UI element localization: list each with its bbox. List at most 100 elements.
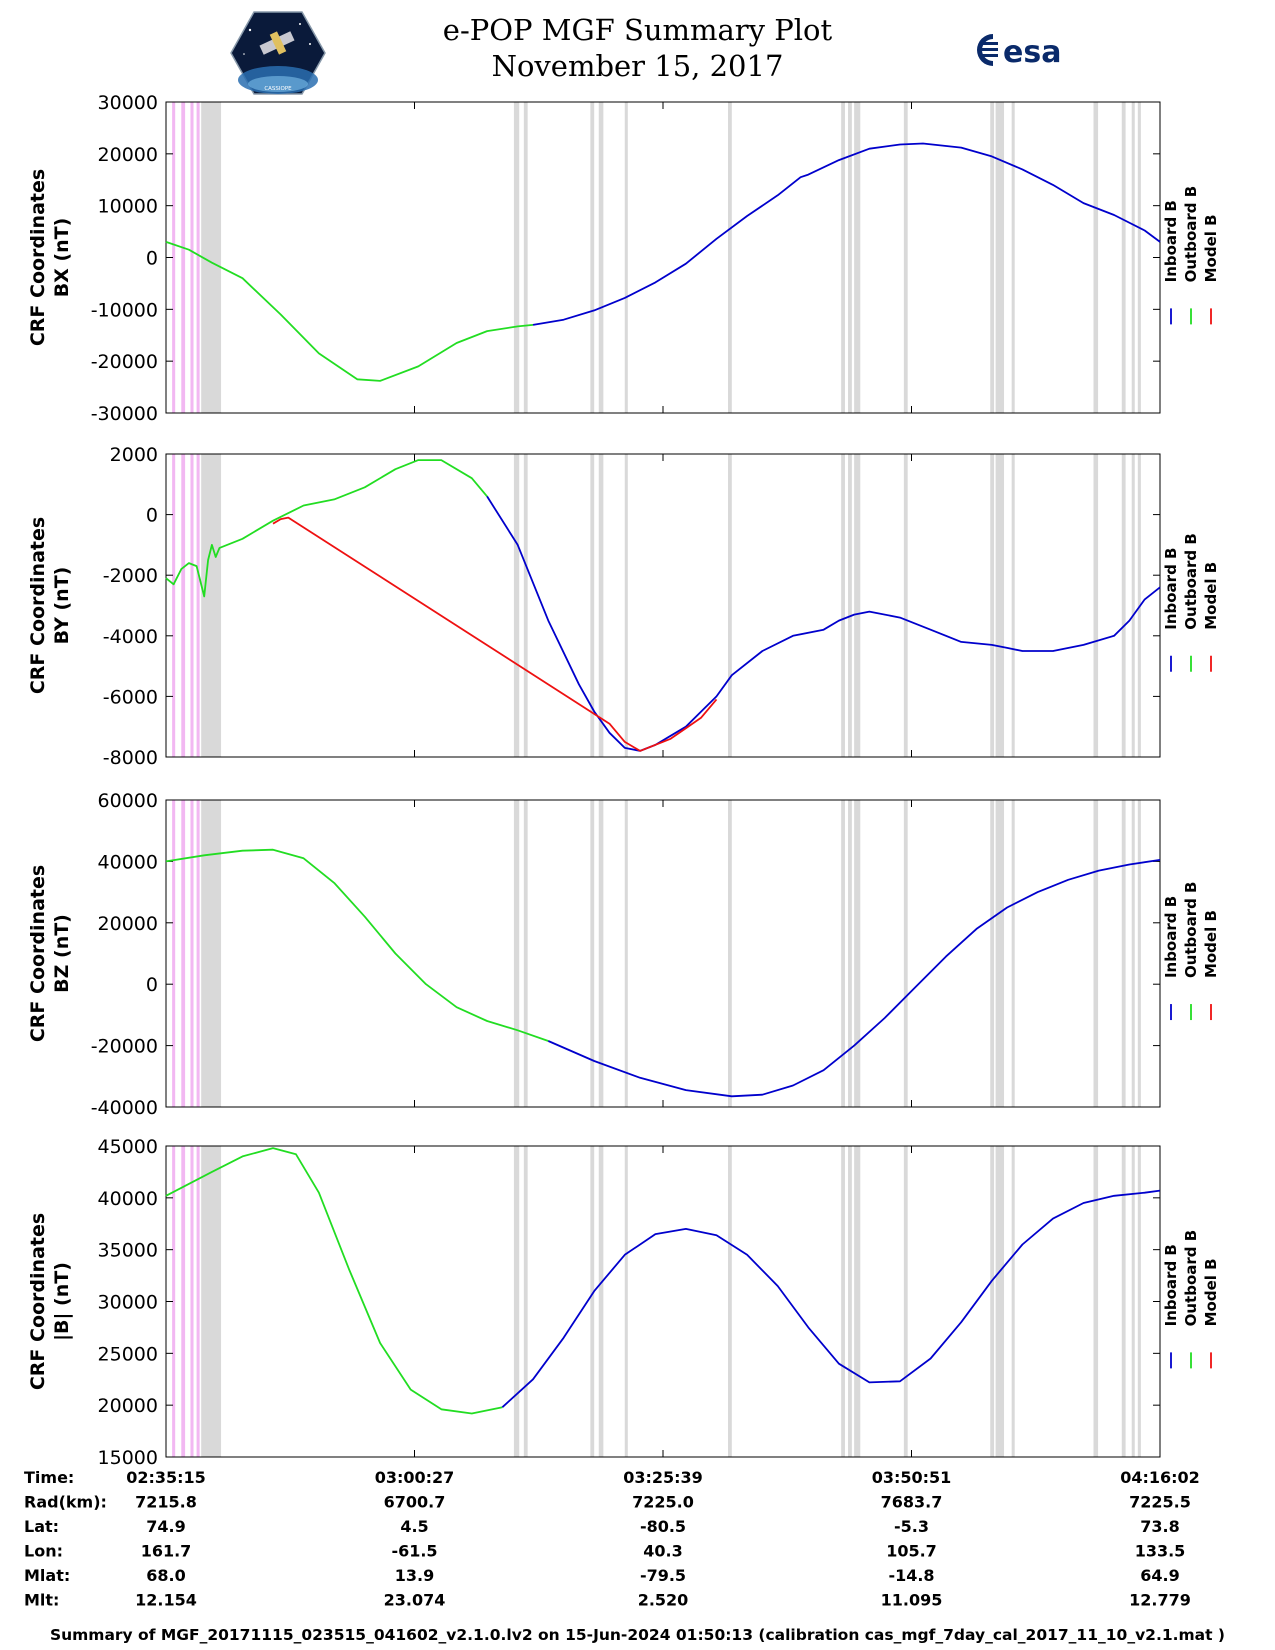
gray-band: [841, 1146, 845, 1457]
gray-band: [848, 800, 852, 1107]
ephemeris-row-label: Time:: [24, 1468, 74, 1487]
gray-band: [590, 1146, 595, 1457]
ephemeris-cell: 11.095: [881, 1591, 943, 1610]
gray-band: [1137, 102, 1141, 413]
ephemeris-row-label: Mlat:: [24, 1566, 70, 1585]
gray-band: [201, 454, 222, 757]
gray-band: [841, 800, 845, 1107]
gray-band: [841, 102, 845, 413]
y-tick-label: 15000: [98, 1447, 158, 1469]
legend-label: Outboard B: [1182, 533, 1200, 630]
gray-band: [590, 102, 595, 413]
y-tick-label: 20000: [98, 913, 158, 935]
y-tick-label: 60000: [98, 790, 158, 812]
cassiope-satellite-logo: CASSIOPE: [230, 11, 326, 95]
y-axis-label: CRF Coordinates |B| (nT): [27, 1213, 73, 1390]
ephemeris-cell: 7683.7: [881, 1493, 943, 1512]
pink-band: [190, 102, 194, 413]
ephemeris-cell: 13.9: [395, 1566, 434, 1585]
gray-band: [201, 800, 222, 1107]
ephemeris-cell: 03:25:39: [623, 1468, 703, 1487]
gray-band: [1093, 1146, 1099, 1457]
gray-band: [854, 102, 861, 413]
gray-band: [1121, 102, 1126, 413]
ephemeris-cell: -80.5: [640, 1517, 686, 1536]
pink-band: [172, 800, 176, 1107]
y-tick-label: 0: [146, 505, 158, 527]
gray-band: [1131, 800, 1135, 1107]
y-tick-label: 45000: [98, 1136, 158, 1158]
ephemeris-cell: -14.8: [888, 1566, 934, 1585]
series-inboard-b: [532, 142, 1161, 326]
esa-logo-text: esa: [1003, 35, 1061, 70]
ephemeris-cell: -5.3: [894, 1517, 929, 1536]
ephemeris-table: Time: Rad(km): Lat: Lon: Mlat: Mlt: 02:35:15 72…: [24, 1468, 1200, 1610]
ephemeris-cell: 23.074: [384, 1591, 446, 1610]
gray-band: [848, 1146, 852, 1457]
gray-band: [990, 454, 995, 757]
gray-band: [903, 454, 908, 757]
ephemeris-cell: 03:50:51: [872, 1468, 952, 1487]
axes-frame: [165, 1145, 1161, 1458]
y-tick-label: -20000: [91, 351, 158, 373]
y-axis-label-line2: |B| (nT): [51, 1262, 73, 1341]
ephemeris-cell: 105.7: [886, 1542, 937, 1561]
y-axis-label-line2: BX (nT): [51, 218, 73, 298]
pink-band: [196, 800, 200, 1107]
gray-band: [848, 102, 852, 413]
cassiope-logo-text: CASSIOPE: [264, 86, 292, 92]
gray-band: [1011, 454, 1015, 757]
ephemeris-cell: 7215.8: [135, 1493, 197, 1512]
ephemeris-cell: 04:16:02: [1120, 1468, 1200, 1487]
y-axis-label: CRF Coordinates BY (nT): [27, 517, 73, 694]
series-outboard-b: [165, 241, 534, 382]
legend-label: Inboard B: [1162, 548, 1180, 630]
chart-title-block: e-POP MGF Summary Plot November 15, 2017: [0, 12, 1275, 84]
y-tick-label: -6000: [103, 686, 158, 708]
ephemeris-cell: -79.5: [640, 1566, 686, 1585]
legend-label: Outboard B: [1182, 186, 1200, 283]
gray-band: [590, 800, 595, 1107]
y-tick-label: 35000: [98, 1240, 158, 1262]
y-tick-label: -20000: [91, 1036, 158, 1058]
gray-band: [201, 1146, 222, 1457]
gray-band: [995, 454, 1005, 757]
series-outboard-b: [165, 1147, 503, 1415]
legend-label: Model B: [1202, 214, 1220, 282]
gray-band: [854, 454, 861, 757]
gray-band: [513, 102, 520, 413]
series-outboard-b: [165, 459, 488, 598]
ephemeris-cell: 64.9: [1140, 1566, 1179, 1585]
legend-label: Inboard B: [1162, 896, 1180, 978]
gray-band: [1011, 102, 1015, 413]
y-tick-label: 20000: [98, 144, 158, 166]
gray-band: [624, 454, 628, 757]
gray-band: [523, 102, 528, 413]
legend-label: Outboard B: [1182, 1230, 1200, 1327]
legend-label: Inboard B: [1162, 1244, 1180, 1326]
gray-band: [727, 1146, 732, 1457]
y-tick-label: 30000: [98, 92, 158, 114]
pink-band: [190, 1146, 194, 1457]
gray-band: [1137, 1146, 1141, 1457]
ephemeris-cell: 12.154: [135, 1591, 197, 1610]
pink-band: [172, 1146, 176, 1457]
legend-label: Inboard B: [1162, 200, 1180, 282]
y-tick-label: -10000: [91, 299, 158, 321]
y-tick-label: -2000: [103, 565, 158, 587]
footer-caption: Summary of MGF_20171115_023515_041602_v2…: [49, 1626, 1226, 1644]
gray-band: [1011, 1146, 1015, 1457]
gray-band: [201, 102, 222, 413]
axes-frame: [165, 101, 1161, 414]
ephemeris-cell: -61.5: [391, 1542, 437, 1561]
gray-band: [523, 1146, 528, 1457]
gray-band: [1093, 800, 1099, 1107]
gray-band: [1121, 1146, 1126, 1457]
ephemeris-cell: 4.5: [400, 1517, 428, 1536]
ephemeris-cell: 6700.7: [384, 1493, 446, 1512]
ephemeris-row-label: Lon:: [24, 1542, 63, 1561]
y-tick-label: 40000: [98, 1188, 158, 1210]
gray-band: [841, 454, 845, 757]
axes-frame: [165, 799, 1161, 1108]
